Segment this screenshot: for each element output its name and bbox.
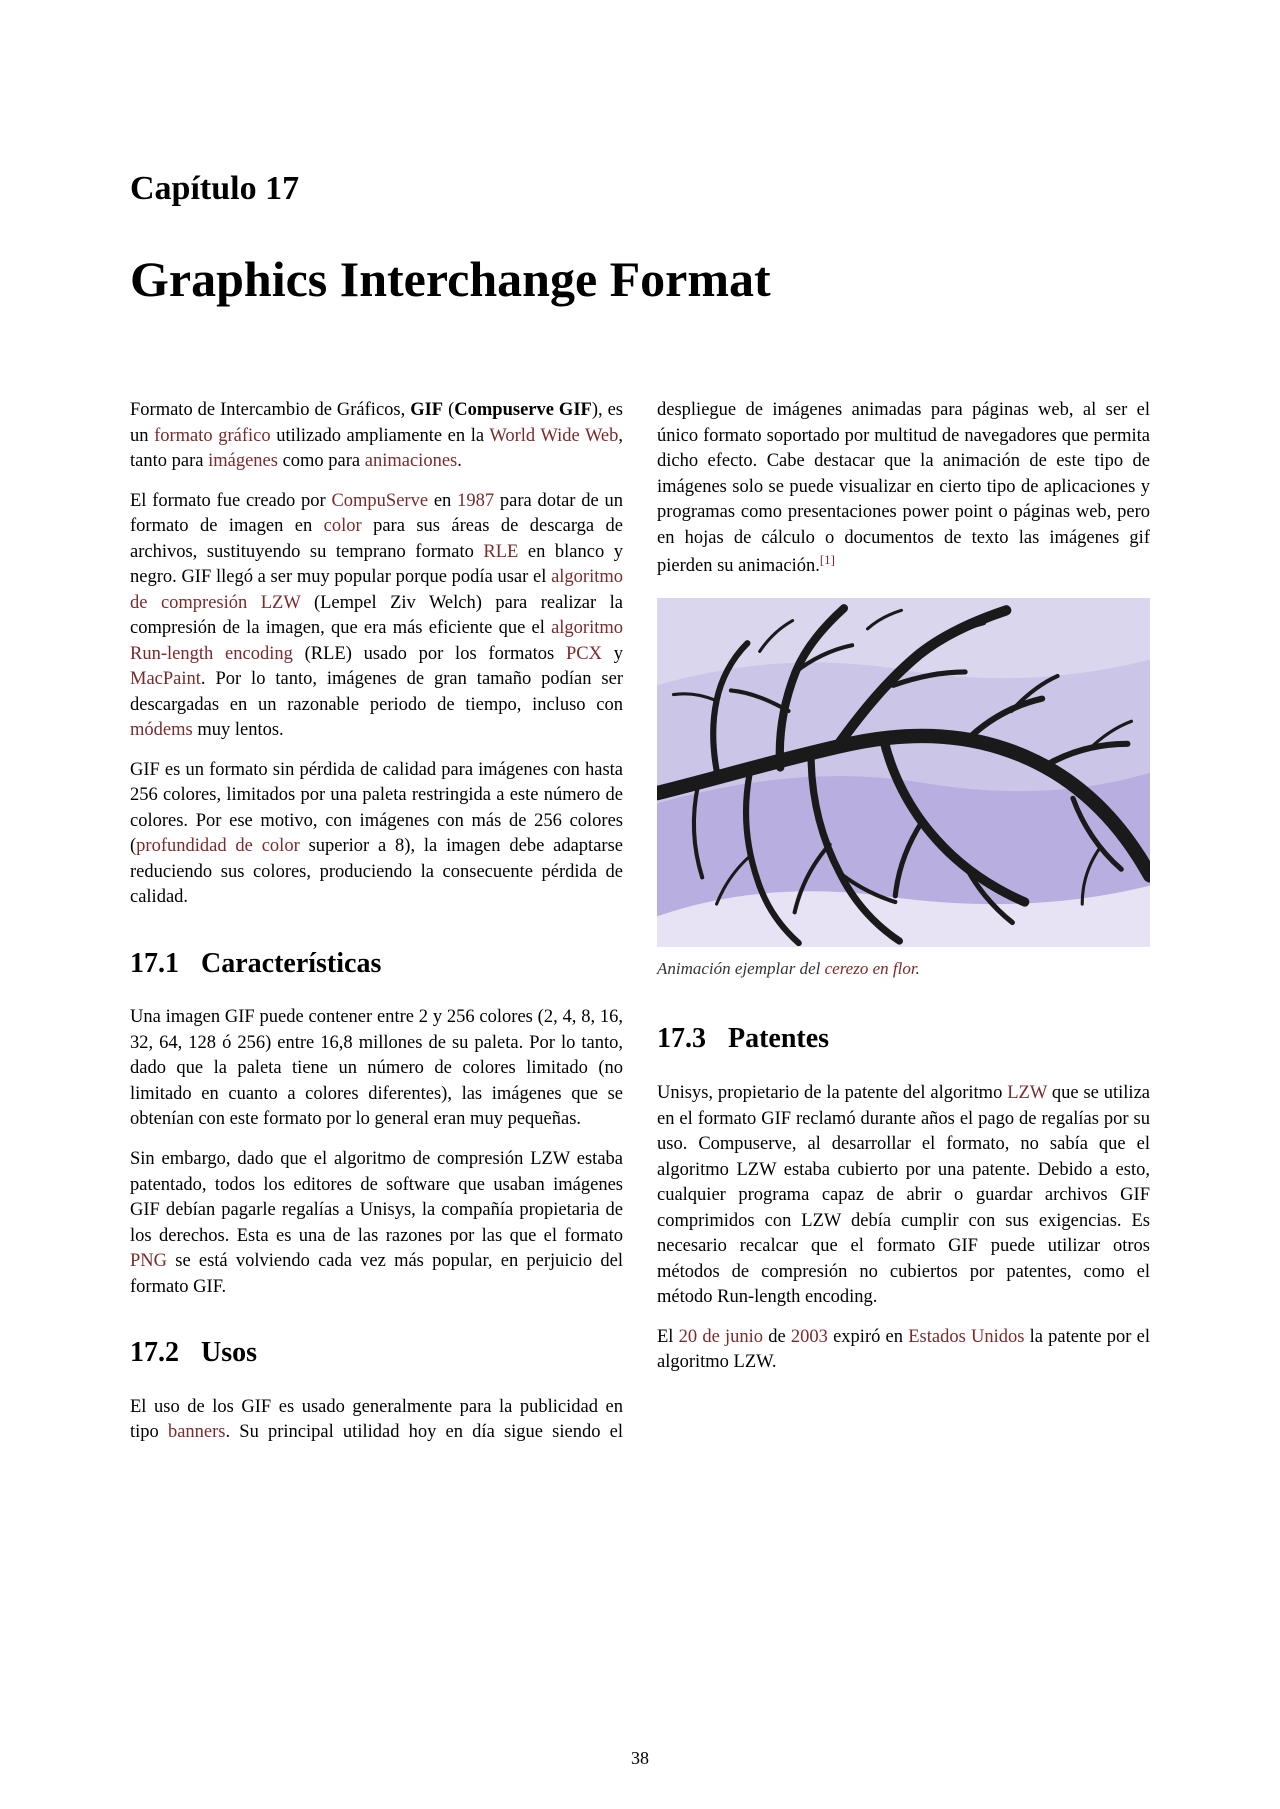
section-17-3-heading: 17.3 Patentes	[657, 1020, 1150, 1059]
section-title: Características	[201, 948, 381, 979]
text: (	[443, 400, 454, 420]
section-number: 17.2	[130, 1334, 179, 1373]
link-www[interactable]: World Wide Web	[489, 426, 618, 446]
cerezo-illustration	[657, 598, 1150, 947]
link-color[interactable]: color	[324, 516, 362, 536]
section-17-2-heading: 17.2 Usos	[130, 1334, 623, 1373]
link-banners[interactable]: banners	[168, 1422, 226, 1442]
text: El	[657, 1327, 679, 1347]
link-1987[interactable]: 1987	[457, 491, 494, 511]
text: . Por lo tanto, imágenes de gran tamaño …	[130, 669, 623, 715]
text: El formato fue creado por	[130, 491, 331, 511]
text: de	[763, 1327, 791, 1347]
text: en	[428, 491, 457, 511]
text: como para	[278, 451, 365, 471]
text-bold: Compuserve GIF	[454, 400, 592, 420]
link-profundidad-color[interactable]: profundidad de color	[136, 836, 300, 856]
link-imagenes[interactable]: imágenes	[208, 451, 278, 471]
s173-p1: Unisys, propietario de la patente del al…	[657, 1081, 1150, 1311]
reference-1[interactable]: [1]	[820, 552, 835, 567]
section-title: Usos	[201, 1337, 257, 1368]
link-rle[interactable]: RLE	[483, 542, 518, 562]
link-estados-unidos[interactable]: Estados Unidos	[908, 1327, 1024, 1347]
figure-caption: Animación ejemplar del cerezo en flor.	[657, 957, 1150, 980]
figure-cerezo: Animación ejemplar del cerezo en flor.	[657, 598, 1150, 981]
section-number: 17.3	[657, 1020, 706, 1059]
content-columns: Formato de Intercambio de Gráficos, GIF …	[130, 398, 1150, 1446]
text: Sin embargo, dado que el algoritmo de co…	[130, 1149, 623, 1246]
link-lzw-2[interactable]: LZW	[1007, 1083, 1047, 1103]
intro-p3: GIF es un formato sin pérdida de calidad…	[130, 758, 623, 911]
text: muy lentos.	[193, 720, 284, 740]
link-modems[interactable]: módems	[130, 720, 193, 740]
link-compuserve[interactable]: CompuServe	[331, 491, 428, 511]
link-2003[interactable]: 2003	[791, 1327, 828, 1347]
s171-p1: Una imagen GIF puede contener entre 2 y …	[130, 1005, 623, 1133]
text: utilizado ampliamente en la	[271, 426, 490, 446]
text-bold: GIF	[410, 400, 443, 420]
text: y	[602, 644, 623, 664]
text: .	[457, 451, 462, 471]
s173-p2: El 20 de junio de 2003 expiró en Estados…	[657, 1325, 1150, 1376]
section-number: 17.1	[130, 945, 179, 984]
link-formato-grafico[interactable]: formato gráfico	[154, 426, 271, 446]
chapter-label: Capítulo 17	[130, 170, 1150, 208]
text: Formato de Intercambio de Gráficos,	[130, 400, 410, 420]
link-macpaint[interactable]: MacPaint	[130, 669, 201, 689]
section-title: Patentes	[728, 1023, 829, 1054]
intro-p1: Formato de Intercambio de Gráficos, GIF …	[130, 398, 623, 475]
text: Unisys, propietario de la patente del al…	[657, 1083, 1007, 1103]
section-17-1-heading: 17.1 Características	[130, 945, 623, 984]
intro-p2: El formato fue creado por CompuServe en …	[130, 489, 623, 744]
link-20-junio[interactable]: 20 de junio	[679, 1327, 763, 1347]
link-png[interactable]: PNG	[130, 1251, 167, 1271]
s171-p2: Sin embargo, dado que el algoritmo de co…	[130, 1147, 623, 1300]
text: Animación ejemplar del	[657, 959, 825, 978]
text: .	[916, 959, 920, 978]
text: (RLE) usado por los formatos	[293, 644, 566, 664]
chapter-title: Graphics Interchange Format	[130, 250, 1150, 308]
page-number: 38	[0, 1748, 1280, 1769]
link-pcx[interactable]: PCX	[566, 644, 602, 664]
text: se está volviendo cada vez más popular, …	[130, 1251, 623, 1297]
text: expiró en	[828, 1327, 908, 1347]
link-cerezo-en-flor[interactable]: cerezo en flor	[825, 959, 916, 978]
text: que se utiliza en el formato GIF reclamó…	[657, 1083, 1150, 1307]
link-animaciones[interactable]: animaciones	[365, 451, 457, 471]
